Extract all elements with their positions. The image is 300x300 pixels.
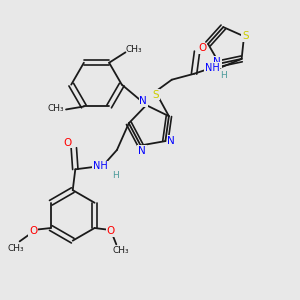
Text: O: O bbox=[107, 226, 115, 236]
Text: O: O bbox=[198, 44, 206, 53]
Text: S: S bbox=[242, 31, 249, 41]
Text: H: H bbox=[220, 71, 227, 80]
Text: CH₃: CH₃ bbox=[112, 246, 129, 255]
Text: H: H bbox=[112, 171, 119, 180]
Text: N: N bbox=[167, 136, 175, 146]
Text: NH: NH bbox=[93, 161, 108, 171]
Text: CH₃: CH₃ bbox=[125, 45, 142, 54]
Text: NH: NH bbox=[205, 63, 219, 73]
Text: CH₃: CH₃ bbox=[8, 244, 24, 253]
Text: N: N bbox=[138, 146, 146, 156]
Text: S: S bbox=[152, 90, 159, 100]
Text: N: N bbox=[140, 96, 147, 106]
Text: N: N bbox=[213, 57, 221, 67]
Text: CH₃: CH₃ bbox=[47, 104, 64, 113]
Text: O: O bbox=[63, 138, 71, 148]
Text: O: O bbox=[29, 226, 37, 236]
